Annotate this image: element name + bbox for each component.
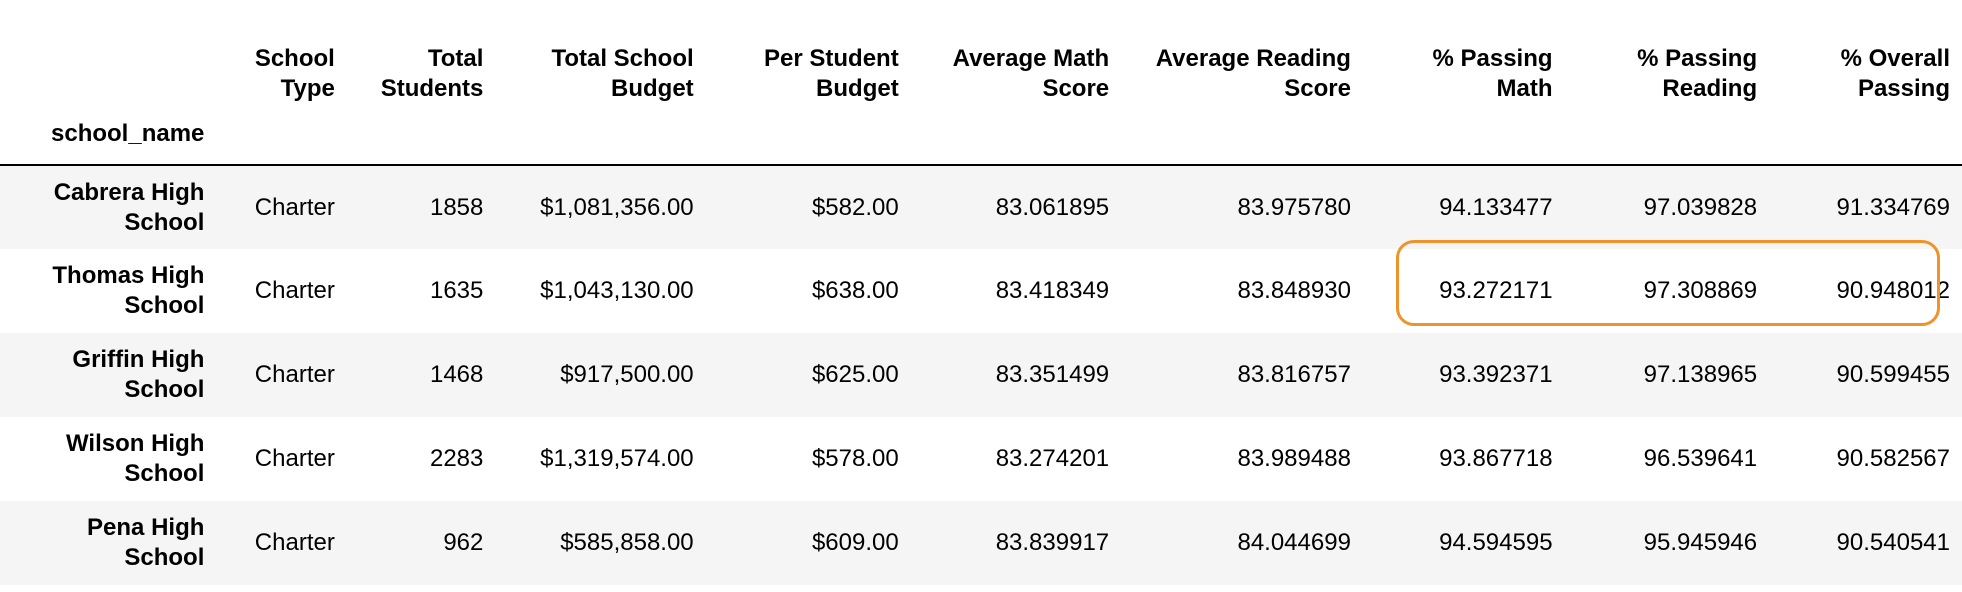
column-header-row: School Type Total Students Total School … — [0, 0, 1962, 107]
row-school-name: Thomas High School — [52, 262, 205, 319]
table-cell: 90.948012 — [1836, 277, 1950, 304]
column-header: % Overall Passing — [1840, 45, 1950, 102]
table-cell: 83.418349 — [995, 277, 1110, 304]
table-cell: 2283 — [429, 445, 484, 472]
table-cell: 83.274201 — [995, 445, 1110, 472]
table-row: Wilson High School Charter 2283 $1,319,574.… — [0, 417, 1962, 501]
table-cell: 93.867718 — [1439, 445, 1553, 472]
table-cell: 97.039828 — [1643, 193, 1758, 221]
table-cell: $578.00 — [811, 445, 899, 472]
table-cell: Charter — [254, 277, 335, 304]
table-cell: Charter — [254, 529, 335, 556]
table-cell: Charter — [254, 445, 335, 472]
table-row: Griffin High School Charter 1468 $917,500.0… — [0, 333, 1962, 417]
table-cell: $917,500.00 — [560, 361, 694, 388]
table-row: Thomas High School Charter 1635 $1,043,130.… — [0, 249, 1962, 333]
table-cell: 94.133477 — [1439, 193, 1553, 221]
table-cell: Charter — [254, 193, 335, 221]
table-cell: $609.00 — [811, 529, 899, 556]
table-cell: 94.594595 — [1439, 529, 1553, 556]
table-row: Pena High School Charter 962 $585,858.00 $60… — [0, 501, 1962, 585]
table-cell: $585,858.00 — [560, 529, 694, 556]
column-header: Per Student Budget — [764, 45, 899, 102]
table-cell: $625.00 — [811, 361, 899, 388]
table-cell: 962 — [443, 529, 484, 556]
table-row: Cabrera High School Charter 1858 $1,081,356… — [0, 165, 1962, 249]
table-cell: 83.848930 — [1237, 277, 1351, 304]
table-cell: $638.00 — [811, 277, 899, 304]
column-header: % Passing Reading — [1637, 45, 1758, 102]
column-header: Total School Budget — [551, 45, 694, 102]
table-cell: 90.540541 — [1836, 529, 1950, 556]
index-header-blank — [0, 0, 216, 107]
table-cell: 90.582567 — [1836, 445, 1950, 472]
table-cell: 83.989488 — [1237, 445, 1351, 472]
table-body: Cabrera High School Charter 1858 $1,081,356… — [0, 165, 1962, 585]
row-school-name: Wilson High School — [65, 430, 205, 487]
table-cell: $1,043,130.00 — [540, 277, 694, 304]
table-cell: 83.061895 — [995, 193, 1110, 221]
index-name: school_name — [0, 107, 217, 166]
table-cell: Charter — [254, 361, 335, 388]
column-header: School Type — [254, 45, 335, 102]
table-cell: 83.351499 — [995, 361, 1110, 388]
table-cell: $1,081,356.00 — [540, 193, 694, 221]
table-cell: 83.975780 — [1237, 193, 1351, 221]
table-cell: 1635 — [429, 277, 484, 304]
table-cell: 96.539641 — [1643, 445, 1758, 472]
table-cell: 95.945946 — [1643, 529, 1758, 556]
column-header: Average Math Score — [952, 45, 1110, 102]
table-cell: 97.308869 — [1643, 277, 1758, 304]
column-header: Total Students — [380, 45, 484, 102]
table-cell: 97.138965 — [1643, 361, 1758, 388]
table-cell: 83.839917 — [995, 529, 1110, 556]
column-header: Average Reading Score — [1155, 45, 1351, 102]
table-cell: 90.599455 — [1836, 361, 1950, 388]
table-cell: 91.334769 — [1836, 193, 1950, 221]
table-cell: $1,319,574.00 — [540, 445, 694, 472]
column-header: % Passing Math — [1432, 45, 1553, 102]
table-cell: 1468 — [429, 361, 484, 388]
table-cell: 93.272171 — [1439, 277, 1553, 304]
row-school-name: Pena High School — [87, 514, 205, 571]
row-school-name: Griffin High School — [72, 346, 205, 403]
table-cell: 83.816757 — [1237, 361, 1351, 388]
table-cell: $582.00 — [811, 193, 899, 221]
index-header-row: school_name — [0, 107, 1962, 166]
table-cell: 1858 — [429, 193, 484, 221]
table-cell: 93.392371 — [1439, 361, 1553, 388]
table-cell: 84.044699 — [1237, 529, 1351, 556]
row-school-name: Cabrera High School — [53, 178, 205, 236]
